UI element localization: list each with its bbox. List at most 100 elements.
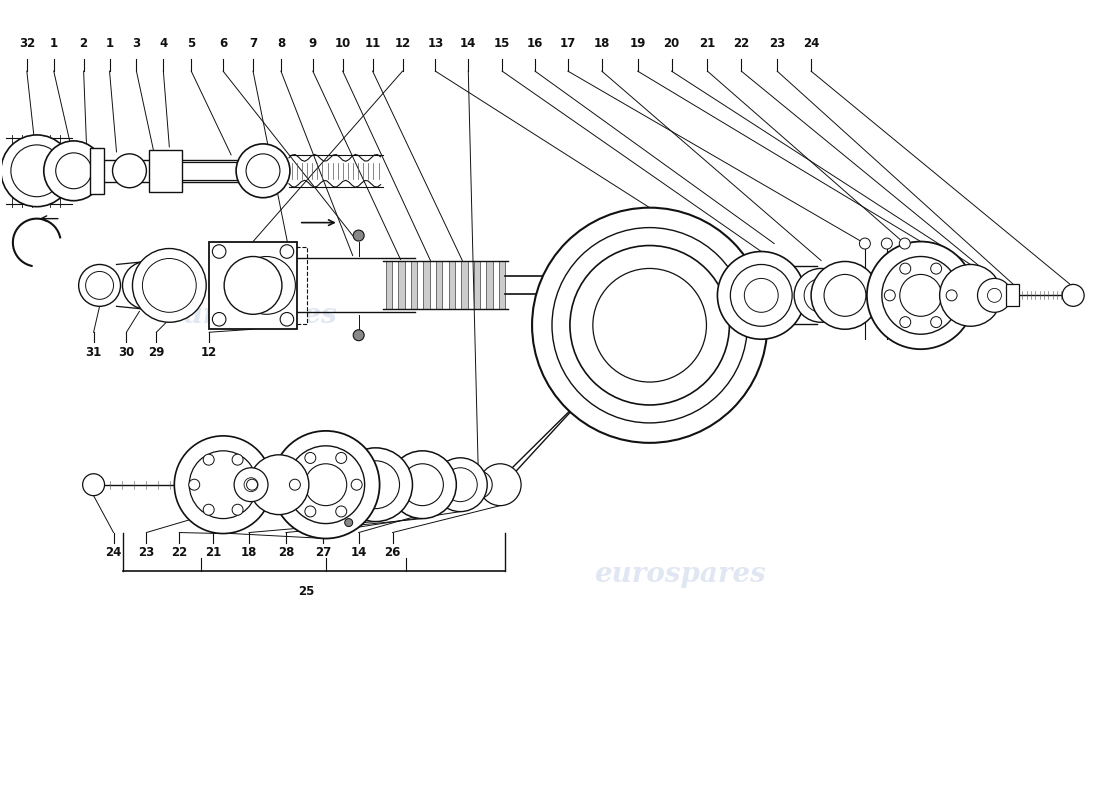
- Circle shape: [804, 278, 838, 312]
- Circle shape: [44, 141, 103, 201]
- Circle shape: [339, 448, 412, 522]
- Circle shape: [882, 257, 959, 334]
- Text: 32: 32: [19, 37, 35, 50]
- Circle shape: [189, 479, 200, 490]
- Circle shape: [1063, 285, 1085, 306]
- Bar: [410, 262, 417, 310]
- Text: 12: 12: [395, 37, 410, 50]
- Circle shape: [717, 251, 805, 339]
- Circle shape: [232, 504, 243, 515]
- Bar: [209, 242, 297, 330]
- Text: 11: 11: [364, 37, 381, 50]
- Circle shape: [811, 262, 879, 330]
- Text: 14: 14: [460, 37, 476, 50]
- Circle shape: [946, 290, 957, 301]
- Circle shape: [246, 479, 257, 490]
- Text: 25: 25: [298, 585, 314, 598]
- Text: 16: 16: [527, 37, 543, 50]
- Circle shape: [402, 464, 443, 506]
- Text: 6: 6: [219, 37, 228, 50]
- Bar: [398, 262, 405, 310]
- Text: 28: 28: [277, 546, 294, 559]
- Circle shape: [212, 313, 226, 326]
- Circle shape: [142, 258, 196, 312]
- Bar: [474, 262, 481, 310]
- Text: 29: 29: [148, 346, 165, 358]
- Text: 17: 17: [560, 37, 576, 50]
- Text: 4: 4: [160, 37, 167, 50]
- Circle shape: [244, 478, 258, 492]
- Circle shape: [336, 506, 346, 517]
- Circle shape: [249, 455, 309, 514]
- Text: 24: 24: [106, 546, 122, 559]
- Circle shape: [988, 288, 1001, 302]
- Circle shape: [900, 317, 911, 327]
- Circle shape: [464, 470, 492, 498]
- Bar: [486, 262, 493, 310]
- Circle shape: [939, 265, 1001, 326]
- Circle shape: [900, 263, 911, 274]
- Text: 9: 9: [309, 37, 317, 50]
- Circle shape: [232, 454, 243, 465]
- Circle shape: [931, 263, 942, 274]
- Text: 10: 10: [334, 37, 351, 50]
- Text: 8: 8: [277, 37, 285, 50]
- Circle shape: [794, 269, 848, 322]
- Text: 1: 1: [106, 37, 113, 50]
- Text: eurospares: eurospares: [594, 332, 766, 358]
- Circle shape: [287, 446, 364, 523]
- Bar: [89, 148, 103, 194]
- Text: 13: 13: [427, 37, 443, 50]
- Circle shape: [353, 230, 364, 241]
- Circle shape: [593, 269, 706, 382]
- Text: 26: 26: [384, 546, 400, 559]
- Circle shape: [353, 330, 364, 341]
- Circle shape: [272, 431, 379, 538]
- Text: eurospares: eurospares: [594, 561, 766, 588]
- Text: 23: 23: [139, 546, 154, 559]
- Circle shape: [238, 257, 296, 314]
- Circle shape: [56, 153, 91, 189]
- Text: 23: 23: [769, 37, 785, 50]
- Circle shape: [289, 479, 300, 490]
- Bar: [227, 246, 307, 324]
- Circle shape: [900, 274, 942, 316]
- Text: 24: 24: [803, 37, 820, 50]
- Circle shape: [86, 271, 113, 299]
- Text: 20: 20: [663, 37, 680, 50]
- Circle shape: [305, 506, 316, 517]
- Bar: [424, 262, 430, 310]
- Circle shape: [305, 453, 316, 463]
- Circle shape: [280, 245, 294, 258]
- Circle shape: [552, 228, 747, 423]
- Circle shape: [900, 238, 910, 249]
- Bar: [386, 262, 392, 310]
- Circle shape: [204, 454, 214, 465]
- Bar: [499, 262, 505, 310]
- Text: 30: 30: [119, 346, 134, 358]
- Circle shape: [433, 458, 487, 512]
- Text: 18: 18: [594, 37, 610, 50]
- Text: 31: 31: [86, 346, 101, 358]
- Circle shape: [112, 154, 146, 188]
- Text: eurospares: eurospares: [165, 302, 337, 329]
- Circle shape: [388, 451, 456, 518]
- Circle shape: [352, 461, 399, 509]
- Text: 12: 12: [201, 346, 218, 358]
- Circle shape: [336, 453, 346, 463]
- Circle shape: [82, 474, 104, 496]
- Circle shape: [730, 265, 792, 326]
- Text: 27: 27: [315, 546, 331, 559]
- Bar: [1006, 285, 1020, 306]
- Circle shape: [280, 313, 294, 326]
- Text: 5: 5: [187, 37, 196, 50]
- Circle shape: [570, 246, 729, 405]
- Text: 14: 14: [351, 546, 367, 559]
- Circle shape: [532, 208, 767, 443]
- Circle shape: [443, 468, 477, 502]
- Text: 3: 3: [132, 37, 141, 50]
- Circle shape: [174, 436, 272, 534]
- Circle shape: [305, 464, 346, 506]
- Circle shape: [204, 504, 214, 515]
- Circle shape: [246, 154, 279, 188]
